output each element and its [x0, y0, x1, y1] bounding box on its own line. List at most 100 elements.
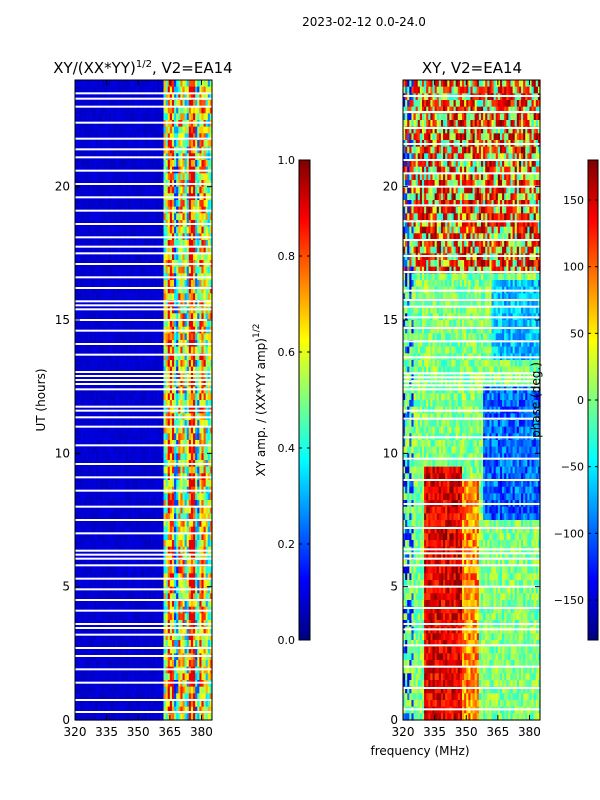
heatmap-cell [203, 100, 207, 108]
heatmap-cell [100, 346, 103, 354]
heatmap-cell [167, 173, 171, 181]
heatmap-cell [174, 240, 177, 248]
heatmap-cell [127, 246, 131, 254]
heatmap-cell [199, 100, 203, 108]
heatmap-cell [75, 313, 78, 321]
heatmap-cell [75, 173, 78, 181]
heatmap-cell [167, 186, 171, 194]
heatmap-cell [195, 126, 198, 134]
heatmap-cell [190, 280, 194, 288]
heatmap-cell [108, 200, 112, 208]
heatmap-cell [195, 226, 198, 234]
heatmap-cell [180, 246, 184, 254]
heatmap-cell [115, 160, 118, 168]
heatmap-cell [112, 313, 116, 321]
heatmap-cell [178, 286, 181, 294]
heatmap-cell [182, 93, 186, 101]
heatmap-cell [81, 213, 85, 221]
heatmap-cell [98, 100, 101, 108]
heatmap-cell [163, 126, 167, 134]
heatmap-cell [136, 333, 139, 341]
heatmap-cell [146, 186, 150, 194]
heatmap-cell [93, 93, 97, 101]
heatmap-cell [186, 246, 190, 254]
heatmap-cell [146, 200, 150, 208]
heatmap-cell [106, 200, 110, 208]
heatmap-cell [102, 160, 106, 168]
heatmap-cell [87, 173, 91, 181]
heatmap-cell [188, 320, 192, 328]
heatmap-cell [169, 240, 173, 248]
heatmap-cell [161, 246, 165, 254]
heatmap-cell [203, 140, 207, 148]
heatmap-cell [193, 160, 196, 168]
heatmap-cell [163, 113, 167, 121]
heatmap-cell [178, 313, 181, 321]
heatmap-cell [178, 253, 181, 261]
heatmap-cell [209, 186, 213, 194]
heatmap-cell [110, 200, 114, 208]
heatmap-cell [180, 266, 184, 274]
heatmap-cell [184, 266, 188, 274]
heatmap-cell [87, 280, 91, 288]
heatmap-cell [136, 126, 139, 134]
heatmap-cell [207, 160, 211, 168]
heatmap-cell [136, 133, 139, 141]
heatmap-cell [186, 226, 190, 234]
heatmap-cell [186, 313, 190, 321]
heatmap-cell [190, 160, 194, 168]
heatmap-cell [167, 333, 171, 341]
heatmap-cell [157, 186, 160, 194]
heatmap-cell [89, 280, 93, 288]
heatmap-cell [85, 113, 89, 121]
heatmap-cell [169, 173, 173, 181]
heatmap-cell [188, 126, 192, 134]
heatmap-cell [129, 80, 133, 88]
heatmap-cell [81, 140, 85, 148]
heatmap-cell [195, 100, 198, 108]
heatmap-cell [163, 333, 167, 341]
heatmap-cell [83, 293, 87, 301]
heatmap-cell [117, 253, 120, 261]
heatmap-cell [136, 140, 139, 148]
heatmap-cell [171, 320, 175, 328]
heatmap-cell [125, 246, 129, 254]
heatmap-cell [119, 346, 122, 354]
heatmap-cell [125, 160, 129, 168]
heatmap-cell [106, 293, 110, 301]
heatmap-cell [203, 300, 207, 308]
heatmap-cell [171, 200, 175, 208]
heatmap-cell [104, 240, 108, 248]
heatmap-cell [184, 226, 188, 234]
heatmap-cell [144, 160, 148, 168]
heatmap-cell [182, 213, 186, 221]
heatmap-cell [89, 106, 93, 114]
heatmap-cell [163, 80, 167, 88]
heatmap-cell [138, 173, 141, 181]
heatmap-cell [112, 160, 116, 168]
heatmap-cell [193, 280, 196, 288]
heatmap-cell [150, 106, 154, 114]
heatmap-cell [83, 253, 87, 261]
heatmap-cell [146, 286, 150, 294]
heatmap-cell [178, 113, 181, 121]
heatmap-cell [77, 293, 80, 301]
heatmap-cell [146, 333, 150, 341]
heatmap-cell [129, 213, 133, 221]
heatmap-cell [79, 280, 82, 288]
heatmap-cell [83, 173, 87, 181]
heatmap-cell [136, 160, 139, 168]
heatmap-cell [193, 320, 196, 328]
heatmap-cell [138, 140, 141, 148]
heatmap-cell [123, 266, 127, 274]
heatmap-cell [199, 93, 203, 101]
heatmap-cell [83, 213, 87, 221]
heatmap-cell [152, 300, 156, 308]
heatmap-cell [117, 160, 120, 168]
heatmap-cell [131, 160, 135, 168]
heatmap-cell [184, 186, 188, 194]
heatmap-cell [127, 200, 131, 208]
heatmap-cell [171, 286, 175, 294]
heatmap-cell [106, 86, 110, 94]
heatmap-cell [207, 313, 211, 321]
